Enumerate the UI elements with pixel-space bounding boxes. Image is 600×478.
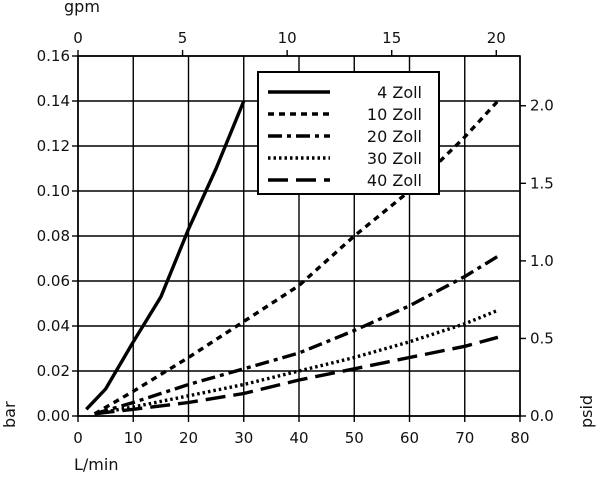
x2-tick-label: 15 [382, 29, 401, 47]
series-line-3 [94, 254, 499, 416]
series-line-5 [94, 335, 499, 416]
y2-tick-label: 1.0 [530, 252, 554, 270]
y-tick-label: 0.08 [37, 227, 70, 245]
x-tick-label: 70 [455, 429, 474, 447]
series-lines [85, 99, 500, 416]
x2-tick-label: 5 [178, 29, 188, 47]
legend-label: 30 Zoll [367, 149, 422, 168]
y-tick-label: 0.00 [37, 407, 70, 425]
y2-tick-label: 0.0 [530, 407, 554, 425]
y2-tick-label: 1.5 [530, 174, 554, 192]
x-axis-label: L/min [74, 455, 118, 474]
x-tick-label: 20 [179, 429, 198, 447]
x-tick-label: 30 [234, 429, 253, 447]
y-tick-label: 0.10 [37, 182, 70, 200]
y2-tick-label: 2.0 [530, 97, 554, 115]
y-tick-label: 0.06 [37, 272, 70, 290]
x-tick-label: 60 [400, 429, 419, 447]
tick-labels: 0 10 20 30 40 50 60 70 800.000.020.040.060.080.1… [37, 29, 554, 447]
x-tick-label: 0 [73, 429, 83, 447]
x-tick-label: 80 [510, 429, 529, 447]
x-tick-label: 40 [289, 429, 308, 447]
y-tick-label: 0.16 [37, 47, 70, 65]
y2-tick-label: 0.5 [530, 329, 554, 347]
plot-frame [77, 55, 521, 417]
legend-label: 20 Zoll [367, 127, 422, 146]
x-tick-label: 50 [345, 429, 364, 447]
x-tick-label: 10 [124, 429, 143, 447]
legend-label: 10 Zoll [367, 105, 422, 124]
series-line-2 [93, 99, 500, 416]
x2-axis-label: gpm [64, 0, 100, 16]
y-tick-label: 0.04 [37, 317, 70, 335]
y-axis-label: bar [0, 401, 19, 428]
x2-tick-label: 10 [278, 29, 297, 47]
legend-label: 4 Zoll [377, 83, 422, 102]
x2-tick-label: 0 [73, 29, 83, 47]
legend: 4 Zoll 10 Zoll 20 Zoll 30 Zoll 40 Zoll [257, 71, 440, 195]
y-tick-label: 0.12 [37, 137, 70, 155]
x2-tick-label: 20 [487, 29, 506, 47]
series-line-1 [85, 100, 246, 411]
y2-axis-label: psid [577, 395, 596, 428]
y-tick-label: 0.14 [37, 92, 70, 110]
legend-label: 40 Zoll [367, 171, 422, 190]
y-tick-label: 0.02 [37, 362, 70, 380]
